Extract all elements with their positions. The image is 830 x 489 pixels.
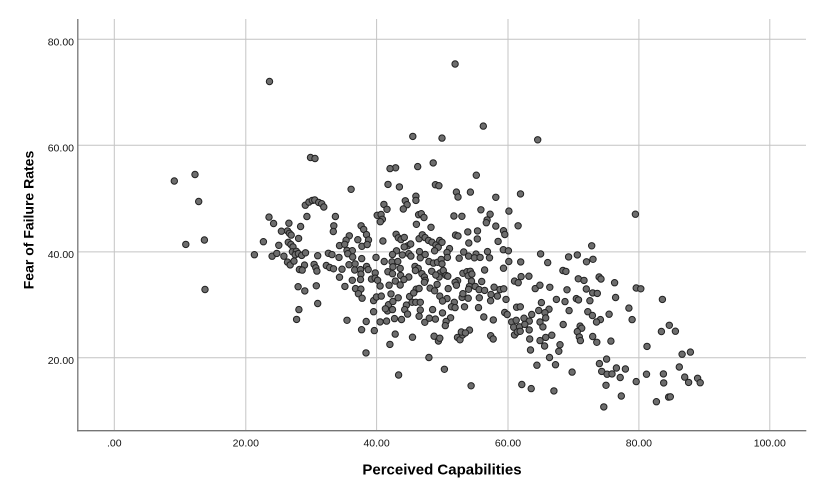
svg-text:Fear of Failure Rates: Fear of Failure Rates: [21, 151, 37, 290]
svg-text:40.00: 40.00: [48, 249, 74, 261]
svg-text:60.00: 60.00: [495, 438, 521, 450]
svg-text:Perceived Capabilities: Perceived Capabilities: [362, 462, 521, 479]
svg-text:.00: .00: [107, 438, 122, 450]
svg-text:40.00: 40.00: [363, 438, 389, 450]
svg-text:80.00: 80.00: [48, 37, 74, 49]
svg-text:80.00: 80.00: [626, 438, 652, 450]
svg-text:20.00: 20.00: [233, 438, 259, 450]
svg-text:60.00: 60.00: [48, 143, 74, 155]
svg-text:100.00: 100.00: [754, 438, 786, 450]
svg-text:20.00: 20.00: [48, 355, 74, 367]
